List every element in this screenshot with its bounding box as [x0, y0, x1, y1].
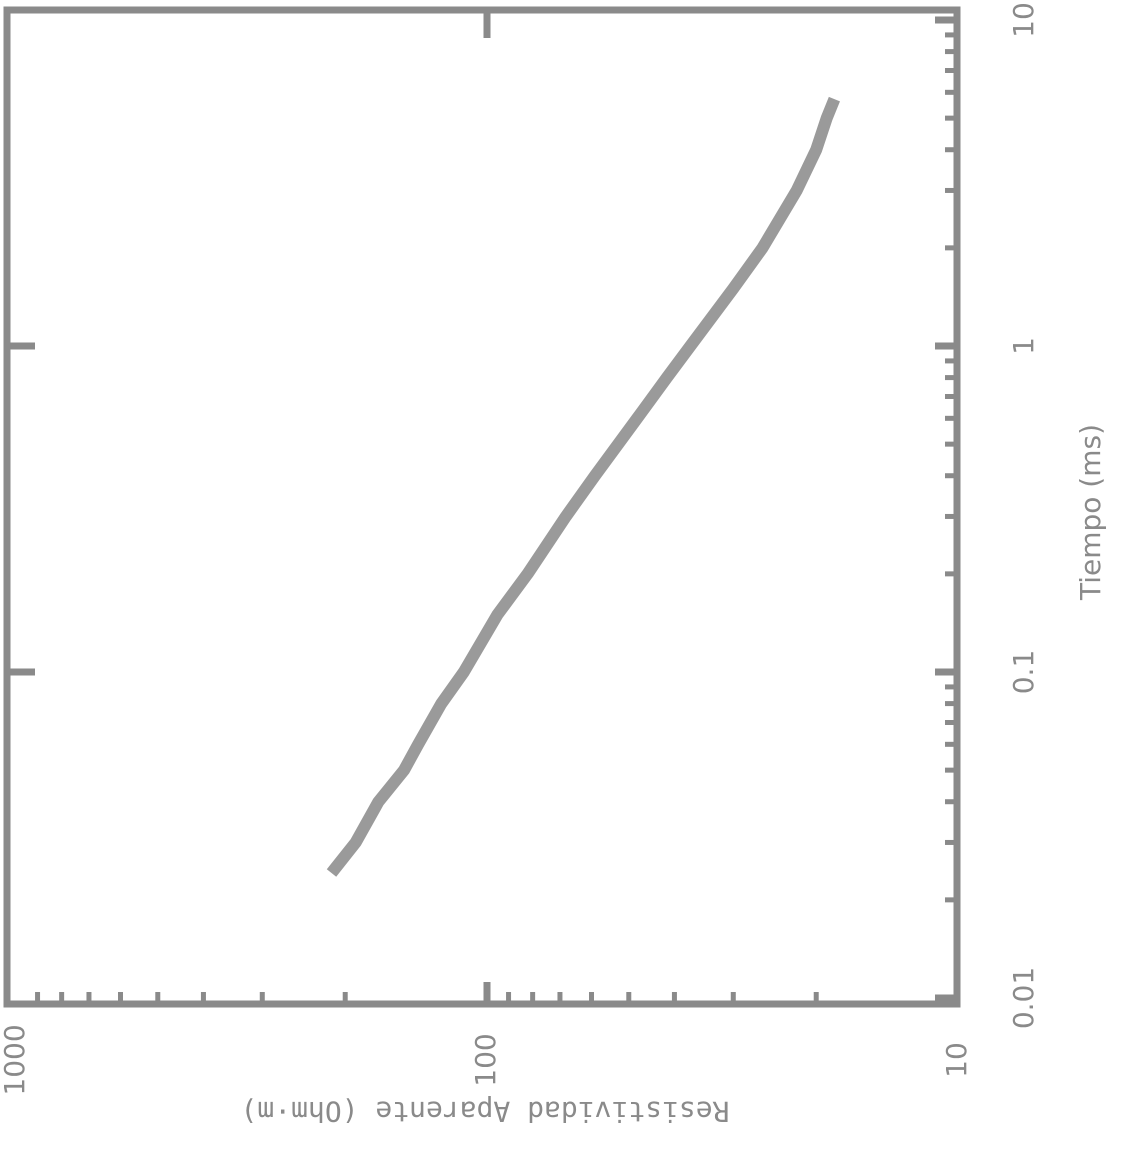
x-tick-label: 10	[1007, 2, 1040, 38]
tick-labels: 0.01 0.1 1 10 1000 100 10	[0, 2, 1040, 1095]
axis-ticks	[7, 10, 957, 1004]
series-layer	[326, 96, 840, 877]
y-tick-label: 100	[469, 1033, 502, 1086]
x-tick-label: 0.01	[1007, 967, 1040, 1029]
y-axis-title: Resistividad Aparente (Ohm·m)	[241, 1095, 730, 1128]
x-tick-label: 1	[1007, 337, 1040, 355]
y-tick-label: 1000	[0, 1024, 31, 1095]
y-tick-label: 10	[940, 1042, 973, 1078]
x-tick-label: 0.1	[1007, 650, 1040, 695]
plot-frame	[3, 6, 961, 1008]
series-line	[326, 96, 840, 877]
x-axis-title: Tiempo (ms)	[1074, 424, 1107, 601]
